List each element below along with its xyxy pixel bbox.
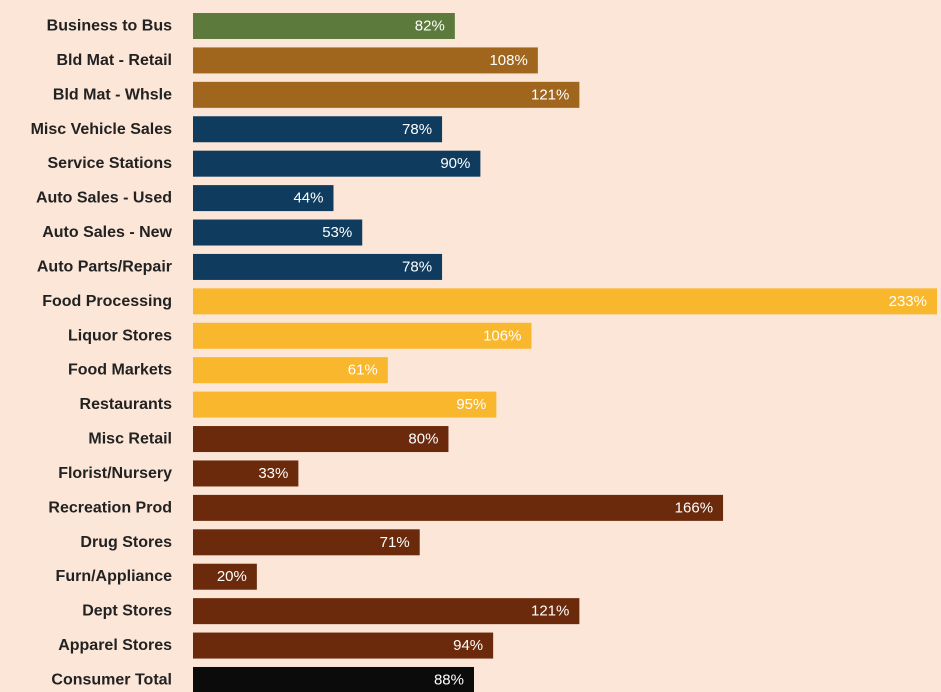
value-label-dept-stores: 121% bbox=[531, 603, 569, 620]
bar-consumer-total bbox=[193, 666, 474, 692]
bar-bld-mat-retail bbox=[193, 47, 538, 74]
bar-auto-sales-used bbox=[193, 185, 334, 212]
category-label-dept-stores: Dept Stores bbox=[82, 603, 172, 620]
category-label-auto-parts-repair: Auto Parts/Repair bbox=[37, 258, 172, 275]
value-label-consumer-total: 88% bbox=[434, 671, 464, 688]
category-label-misc-retail: Misc Retail bbox=[88, 431, 172, 448]
category-label-apparel-stores: Apparel Stores bbox=[58, 637, 172, 654]
bars bbox=[193, 13, 937, 692]
bar-auto-sales-new bbox=[193, 219, 363, 246]
value-label-service-stations: 90% bbox=[440, 155, 470, 172]
bar-recreation-prod bbox=[193, 494, 724, 521]
category-labels: Business to Bus Bld Mat - Retail Bld Mat -… bbox=[31, 18, 173, 689]
category-label-food-markets: Food Markets bbox=[68, 362, 172, 379]
bar-liquor-stores bbox=[193, 322, 532, 349]
value-label-food-processing: 233% bbox=[889, 293, 927, 310]
category-label-food-processing: Food Processing bbox=[42, 293, 172, 310]
category-label-bld-mat-whsle: Bld Mat - Whsle bbox=[53, 86, 172, 103]
bar-food-markets bbox=[193, 357, 388, 384]
bar-florist-nursery bbox=[193, 460, 299, 487]
category-label-restaurants: Restaurants bbox=[80, 396, 173, 413]
bar-service-stations bbox=[193, 150, 481, 177]
value-label-misc-vehicle-sales: 78% bbox=[402, 121, 432, 138]
bar-bld-mat-whsle bbox=[193, 81, 580, 108]
value-label-auto-sales-used: 44% bbox=[293, 190, 323, 207]
category-label-auto-sales-new: Auto Sales - New bbox=[42, 224, 172, 241]
value-label-auto-sales-new: 53% bbox=[322, 224, 352, 241]
bar-furn-appliance bbox=[193, 563, 257, 590]
value-label-apparel-stores: 94% bbox=[453, 637, 483, 654]
category-label-drug-stores: Drug Stores bbox=[80, 534, 172, 551]
category-label-service-stations: Service Stations bbox=[48, 155, 173, 172]
category-label-florist-nursery: Florist/Nursery bbox=[58, 465, 172, 482]
value-label-liquor-stores: 106% bbox=[483, 327, 521, 344]
bar-auto-parts-repair bbox=[193, 253, 443, 280]
category-label-bld-mat-retail: Bld Mat - Retail bbox=[56, 52, 172, 69]
bar-apparel-stores bbox=[193, 632, 494, 659]
category-label-recreation-prod: Recreation Prod bbox=[48, 499, 172, 516]
category-label-liquor-stores: Liquor Stores bbox=[68, 327, 172, 344]
value-label-food-markets: 61% bbox=[348, 362, 378, 379]
bar-restaurants bbox=[193, 391, 497, 418]
category-label-furn-appliance: Furn/Appliance bbox=[56, 568, 173, 585]
value-label-drug-stores: 71% bbox=[380, 534, 410, 551]
category-label-consumer-total: Consumer Total bbox=[51, 671, 172, 688]
category-label-auto-sales-used: Auto Sales - Used bbox=[36, 190, 172, 207]
bar-dept-stores bbox=[193, 598, 580, 625]
value-label-furn-appliance: 20% bbox=[217, 568, 247, 585]
value-label-recreation-prod: 166% bbox=[675, 499, 713, 516]
value-label-restaurants: 95% bbox=[456, 396, 486, 413]
bar-drug-stores bbox=[193, 529, 420, 556]
value-label-florist-nursery: 33% bbox=[258, 465, 288, 482]
category-label-misc-vehicle-sales: Misc Vehicle Sales bbox=[31, 121, 173, 138]
value-labels: 82%108%121%78%90%44%53%78%233%106%61%95%… bbox=[217, 18, 927, 689]
bar-misc-retail bbox=[193, 426, 449, 453]
value-label-misc-retail: 80% bbox=[408, 431, 438, 448]
bar-food-processing bbox=[193, 288, 937, 315]
value-label-auto-parts-repair: 78% bbox=[402, 258, 432, 275]
category-label-business-to-bus: Business to Bus bbox=[47, 18, 172, 35]
value-label-business-to-bus: 82% bbox=[415, 18, 445, 35]
value-label-bld-mat-retail: 108% bbox=[489, 52, 527, 69]
value-label-bld-mat-whsle: 121% bbox=[531, 86, 569, 103]
bar-misc-vehicle-sales bbox=[193, 116, 443, 143]
bar-business-to-bus bbox=[193, 13, 455, 39]
